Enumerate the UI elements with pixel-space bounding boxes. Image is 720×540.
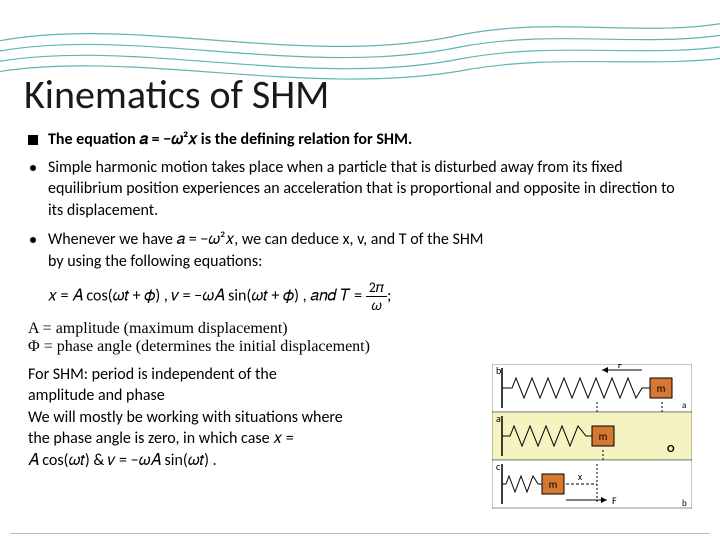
label-x: x	[578, 470, 583, 483]
def-amplitude: A = amplitude (maximum displacement)	[28, 320, 692, 338]
bullet-dot-icon	[30, 237, 36, 243]
eq-t-frac: 2𝜋𝜔	[366, 279, 387, 314]
label-F2: F	[612, 494, 617, 507]
label-a: a	[496, 412, 501, 425]
def-phase: Φ = phase angle (determines the initial …	[28, 338, 692, 356]
bottom-1: For SHM: period is independent of the	[28, 364, 482, 386]
eq-t-pre: 𝑎𝑛𝑑 𝑇 =	[310, 286, 365, 305]
bottom-2: amplitude and phase	[28, 385, 482, 407]
label-a2-top: a	[682, 400, 686, 411]
bullet-1-text: The equation 𝑎 = −𝜔²𝑥 is the defining re…	[48, 129, 412, 151]
label-F1: F	[618, 364, 623, 371]
eq-end: ;	[387, 286, 391, 305]
spring-diagram: m b F a m a O m c	[492, 364, 692, 509]
bullet-3-text: Whenever we have 𝑎 = −𝜔²𝑥, we can deduce…	[48, 229, 484, 272]
label-m-3: m	[549, 478, 558, 491]
bottom-border	[10, 533, 710, 534]
label-b1: b	[496, 364, 501, 377]
bullet-3a: Whenever we have 𝑎 = −𝜔²𝑥, we can deduce…	[48, 230, 484, 249]
label-m-2: m	[599, 430, 608, 443]
bullet-square-icon	[28, 135, 38, 145]
bottom-text: For SHM: period is independent of the am…	[28, 364, 482, 509]
bullet-2: Simple harmonic motion takes place when …	[28, 157, 692, 222]
bottom-3: We will mostly be working with situation…	[28, 407, 482, 429]
bullet-1: The equation 𝑎 = −𝜔²𝑥 is the defining re…	[28, 129, 692, 151]
frac-num: 2𝜋	[366, 279, 387, 297]
slide-title: Kinematics of SHM	[24, 70, 692, 119]
label-b2: b	[682, 498, 687, 509]
bullet-dot-icon	[30, 165, 36, 171]
bullet-3: Whenever we have 𝑎 = −𝜔²𝑥, we can deduce…	[28, 229, 692, 272]
equations: 𝑥 = 𝐴 cos(𝜔𝑡 + 𝜙) , 𝑣 = −𝜔𝐴 sin(𝜔𝑡 + 𝜙) …	[48, 279, 692, 314]
slide-content: Kinematics of SHM The equation 𝑎 = −𝜔²𝑥 …	[0, 0, 720, 519]
bottom-4: the phase angle is zero, in which case 𝑥…	[28, 428, 482, 450]
bullet-2-text: Simple harmonic motion takes place when …	[48, 157, 692, 222]
definitions: A = amplitude (maximum displacement) Φ =…	[28, 320, 692, 356]
label-O: O	[667, 442, 675, 455]
label-m-1: m	[657, 382, 666, 395]
eq-x: 𝑥 = 𝐴 cos(𝜔𝑡 + 𝜙) ,	[48, 286, 168, 305]
bottom-5: 𝐴 cos(𝜔𝑡) & 𝑣 = −𝜔𝐴 sin(𝜔𝑡) .	[28, 450, 482, 472]
bottom-row: For SHM: period is independent of the am…	[28, 364, 692, 509]
bullet-3b: by using the following equations:	[48, 252, 262, 271]
frac-den: 𝜔	[366, 297, 387, 314]
eq-v: 𝑣 = −𝜔𝐴 sin(𝜔𝑡 + 𝜙) ,	[172, 286, 307, 305]
